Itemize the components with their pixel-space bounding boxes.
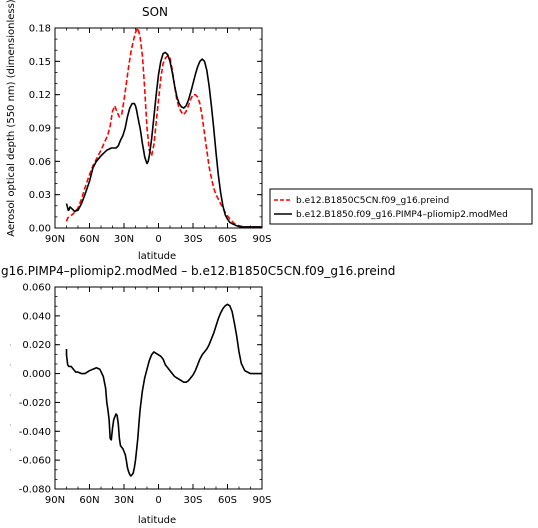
top-chart-plot-area: 90N 60N 30N 0 30S 60S 90S 0.00 0.03 0.06 0.09 0.12 0… xyxy=(29,24,272,246)
bottom-y-tick-label: 0.020 xyxy=(22,340,51,351)
legend-box xyxy=(269,188,533,225)
bottom-plot-frame xyxy=(54,286,263,490)
top-x-tick-label: 30N xyxy=(114,234,134,245)
bottom-y-tick-label: -0.020 xyxy=(19,398,51,409)
chart-legend: b.e12.B1850C5CN.f09_g16.preind b.e12.B18… xyxy=(269,188,533,225)
top-chart-ylabel: Aerosol optical depth (550 nm) (dimensio… xyxy=(6,0,17,237)
legend-label-preind: b.e12.B1850C5CN.f09_g16.preind xyxy=(296,196,449,206)
top-y-tick-label: 0.03 xyxy=(29,190,51,201)
top-chart-title: SON xyxy=(142,5,168,19)
top-y-tick-label: 0.00 xyxy=(29,224,51,235)
bottom-x-tick-label: 60N xyxy=(79,495,99,506)
top-y-tick-label: 0.06 xyxy=(29,157,51,168)
bottom-y-tick-label: -0.080 xyxy=(19,485,51,496)
bottom-y-tick-label: 0.000 xyxy=(22,369,51,380)
top-chart-xlabel: latitude xyxy=(138,251,176,262)
top-x-tick-label: 30S xyxy=(183,234,202,245)
top-x-tick-label: 0 xyxy=(155,234,161,245)
top-y-tick-label: 0.09 xyxy=(29,124,51,135)
bottom-x-tick-label: 30N xyxy=(114,495,134,506)
bottom-x-tick-label: 90S xyxy=(252,495,271,506)
top-x-tick-label: 90N xyxy=(45,234,65,245)
bottom-series-line-0 xyxy=(65,303,262,477)
bottom-y-tick-label: 0.060 xyxy=(22,283,51,294)
bottom-chart-xlabel: latitude xyxy=(138,515,176,526)
top-y-tick-label: 0.18 xyxy=(29,24,51,35)
legend-label-modmed: b.e12.B1850.f09_g16.PIMP4–pliomip2.modMe… xyxy=(296,210,508,220)
bottom-y-tick-label: 0.040 xyxy=(22,311,51,322)
bottom-y-tick-label: -0.040 xyxy=(19,427,51,438)
top-y-tick-label: 0.12 xyxy=(29,90,51,101)
top-plot-frame xyxy=(54,27,263,229)
top-x-tick-label: 90S xyxy=(252,234,271,245)
top-x-tick-label: 60N xyxy=(79,234,99,245)
top-x-tick-label: 60S xyxy=(218,234,237,245)
bottom-left-marks xyxy=(10,344,11,451)
bottom-x-tick-label: 90N xyxy=(45,495,65,506)
bottom-chart-title: g16.PIMP4–pliomip2.modMed – b.e12.B1850C… xyxy=(1,264,395,278)
top-series-line-1 xyxy=(65,51,262,228)
bottom-x-tick-label: 60S xyxy=(218,495,237,506)
bottom-x-tick-label: 0 xyxy=(155,495,161,506)
bottom-chart-plot-area: 90N 60N 30N 0 30S 60S 90S -0.080 -0.060 -0.040 -0.… xyxy=(19,283,272,507)
top-y-tick-label: 0.15 xyxy=(29,57,51,68)
bottom-y-tick-label: -0.060 xyxy=(19,456,51,467)
top-series-line-0 xyxy=(65,27,262,228)
bottom-x-tick-label: 30S xyxy=(183,495,202,506)
